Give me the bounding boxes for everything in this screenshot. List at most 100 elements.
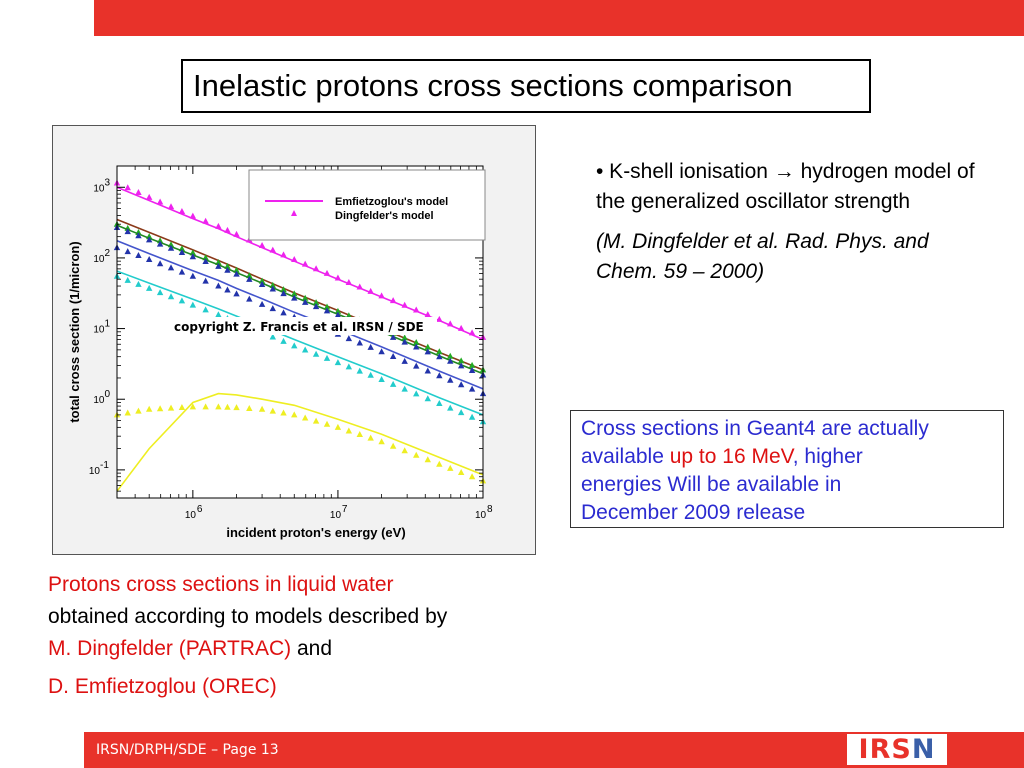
series-marker-3	[413, 338, 420, 345]
series-marker-7	[258, 300, 266, 307]
x-tick-label: 10	[185, 510, 197, 521]
series-line-10	[116, 392, 484, 492]
geant-note-line2-c: , higher	[792, 445, 863, 468]
series-marker-9	[334, 359, 342, 366]
series-marker-9	[135, 280, 142, 287]
series-marker-9	[436, 400, 443, 407]
series-marker-5	[323, 307, 331, 314]
series-marker-7	[246, 295, 253, 302]
footer-bar: IRSN/DRPH/SDE – Page 13 IRSN	[84, 732, 1024, 768]
series-marker-5	[424, 348, 431, 355]
series-marker-9	[301, 346, 309, 353]
series-marker-11	[312, 417, 320, 424]
series-marker-7	[356, 339, 363, 346]
series-marker-11	[356, 431, 363, 438]
y-tick-exponent: 1	[105, 319, 111, 330]
y-tick-exponent: 2	[105, 248, 111, 259]
series-marker-7	[447, 376, 454, 383]
series-marker-11	[124, 409, 131, 416]
logo-main-letters: IRS	[858, 734, 912, 765]
series-marker-11	[323, 420, 331, 427]
series-marker-1	[202, 217, 209, 224]
series-marker-1	[301, 260, 309, 267]
geant-note-line4: December 2009 release	[581, 501, 806, 524]
watermark-backing	[171, 317, 437, 335]
series-marker-11	[224, 403, 231, 410]
series-marker-7	[167, 264, 175, 271]
x-axis-label: incident proton's energy (eV)	[226, 525, 405, 540]
series-marker-9	[424, 395, 431, 402]
series-marker-5	[124, 228, 131, 235]
y-tick-exponent: -1	[100, 460, 109, 471]
series-marker-1	[145, 193, 153, 200]
series-marker-7	[367, 343, 374, 350]
series-marker-7	[233, 290, 240, 297]
x-tick-exponent: 8	[487, 504, 493, 515]
series-marker-1	[468, 329, 476, 336]
series-marker-5	[189, 253, 197, 260]
series-marker-1	[457, 324, 465, 331]
series-marker-11	[246, 404, 253, 411]
series-marker-1	[124, 184, 131, 191]
series-marker-5	[224, 266, 231, 273]
series-marker-5	[436, 353, 443, 360]
series-line-6	[116, 240, 484, 390]
series-marker-7	[156, 260, 164, 267]
series-marker-5	[233, 270, 240, 277]
series-marker-3	[345, 312, 353, 319]
series-marker-5	[145, 236, 153, 243]
x-tick-label: 10	[330, 510, 342, 521]
series-marker-5	[167, 244, 175, 251]
series-marker-7	[413, 362, 420, 369]
series-marker-11	[367, 434, 374, 441]
series-marker-11	[436, 460, 443, 467]
series-marker-1	[280, 251, 287, 258]
series-marker-7	[202, 277, 209, 284]
x-tick-label: 10	[475, 510, 487, 521]
series-marker-3	[457, 357, 465, 364]
series-marker-1	[436, 315, 443, 322]
series-marker-11	[215, 403, 222, 410]
series-marker-9	[378, 376, 385, 383]
series-marker-5	[401, 338, 408, 345]
series-marker-11	[202, 403, 209, 410]
series-marker-1	[401, 301, 408, 308]
series-marker-3	[323, 303, 331, 310]
series-marker-11	[135, 407, 142, 414]
y-tick-exponent: 0	[105, 389, 111, 400]
series-marker-5	[334, 311, 342, 318]
series-marker-11	[447, 464, 454, 471]
series-marker-9	[356, 367, 363, 374]
caption-and: and	[291, 637, 332, 660]
series-marker-11	[424, 456, 431, 463]
series-marker-1	[389, 297, 397, 304]
series-marker-3	[447, 352, 454, 359]
series-marker-11	[413, 451, 420, 458]
series-marker-7	[401, 357, 408, 364]
series-marker-9	[401, 385, 408, 392]
chart-legend: Emfietzoglou's model Dingfelder's model	[248, 169, 486, 241]
series-marker-11	[258, 405, 266, 412]
series-marker-7	[269, 305, 277, 312]
series-marker-3	[436, 348, 443, 355]
caption-line3: M. Dingfelder (PARTRAC) and	[48, 633, 548, 665]
y-tick-label: 10	[93, 325, 105, 336]
series-marker-11	[156, 405, 164, 412]
bullet-reference: (M. Dingfelder et al. Rad. Phys. and Che…	[596, 230, 929, 283]
caption-line2: obtained according to models described b…	[48, 605, 448, 628]
series-marker-5	[413, 343, 420, 350]
series-marker-5	[258, 281, 266, 288]
series-marker-7	[124, 248, 131, 255]
series-marker-11	[389, 442, 397, 449]
caption-line1: Protons cross sections in liquid water	[48, 573, 394, 596]
series-marker-9	[447, 404, 454, 411]
bullet-kshell: • K-shell ionisation → hydrogen model of…	[596, 157, 976, 217]
series-marker-3	[424, 343, 431, 350]
legend-label-dingfelder: Dingfelder's model	[335, 210, 434, 222]
series-marker-11	[269, 407, 277, 414]
series-marker-5	[178, 249, 186, 256]
x-tick-exponent: 6	[197, 504, 203, 515]
series-marker-1	[356, 283, 363, 290]
series-marker-7	[178, 268, 186, 275]
series-marker-9	[124, 276, 131, 283]
